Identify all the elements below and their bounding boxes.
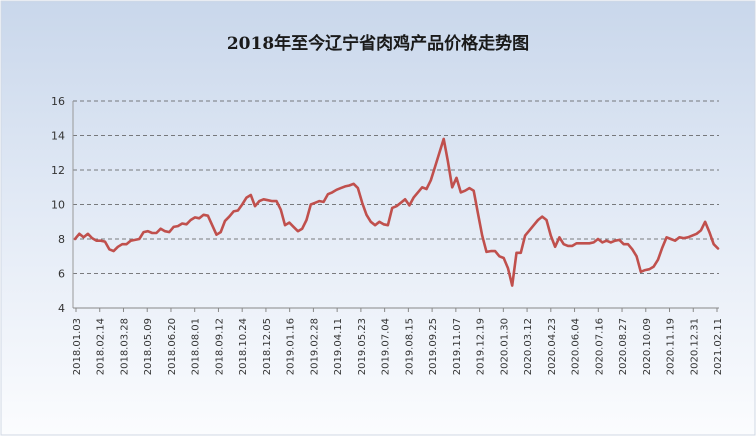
y-tick-label: 4: [58, 302, 65, 315]
y-tick-label: 16: [51, 95, 65, 108]
x-tick-label: 2018.02.14: [96, 318, 107, 375]
series-layer: [73, 137, 720, 287]
x-tick-label: 2019.01.16: [286, 318, 297, 375]
x-tick-labels: 2018.01.03 2018.02.14 2018.03.28 2018.05.09…: [72, 308, 724, 375]
gridlines: [73, 100, 719, 274]
y-tick-label: 8: [58, 233, 65, 246]
x-tick-label: 2019.11.07: [452, 318, 463, 375]
x-tick-label: 2020.12.31: [689, 318, 700, 375]
x-tick-label: 2020.03.12: [523, 318, 534, 375]
price-series-line: [73, 137, 720, 287]
y-tick-label: 6: [58, 268, 65, 281]
y-tick-label: 10: [51, 199, 65, 212]
x-tick-label: 2019.02.28: [309, 318, 320, 375]
x-tick-label: 2018.12.05: [262, 318, 273, 375]
y-tick-labels: 4 6 8 10 12 14 16: [51, 95, 65, 315]
x-tick-label: 2020.08.27: [618, 318, 629, 375]
x-tick-label: 2021.02.11: [713, 318, 724, 375]
x-tick-label: 2019.09.25: [428, 318, 439, 375]
chart-title: 2018年至今辽宁省肉鸡产品价格走势图: [227, 33, 529, 54]
x-tick-label: 2020.10.09: [642, 318, 653, 375]
x-tick-label: 2019.04.11: [333, 318, 344, 375]
axes: [72, 101, 719, 309]
x-tick-label: 2019.08.15: [404, 318, 415, 375]
x-tick-label: 2018.03.28: [119, 318, 130, 375]
x-tick-label: 2018.10.24: [238, 318, 249, 375]
y-tick-label: 14: [51, 130, 65, 143]
x-tick-label: 2020.06.04: [571, 318, 582, 375]
x-tick-label: 2019.07.04: [381, 318, 392, 375]
x-tick-label: 2018.01.03: [72, 318, 83, 375]
x-tick-label: 2019.05.23: [357, 318, 368, 375]
y-tick-label: 12: [51, 164, 65, 177]
x-tick-label: 2020.07.16: [594, 318, 605, 375]
x-tick-label: 2020.01.30: [499, 318, 510, 375]
x-tick-label: 2018.09.12: [214, 318, 225, 375]
x-tick-label: 2018.06.20: [167, 318, 178, 375]
x-tick-label: 2020.04.23: [547, 318, 558, 375]
x-tick-label: 2018.08.01: [191, 318, 202, 375]
x-tick-label: 2018.05.09: [143, 318, 154, 375]
x-tick-label: 2019.12.19: [476, 318, 487, 375]
x-tick-label: 2020.11.19: [666, 318, 677, 375]
